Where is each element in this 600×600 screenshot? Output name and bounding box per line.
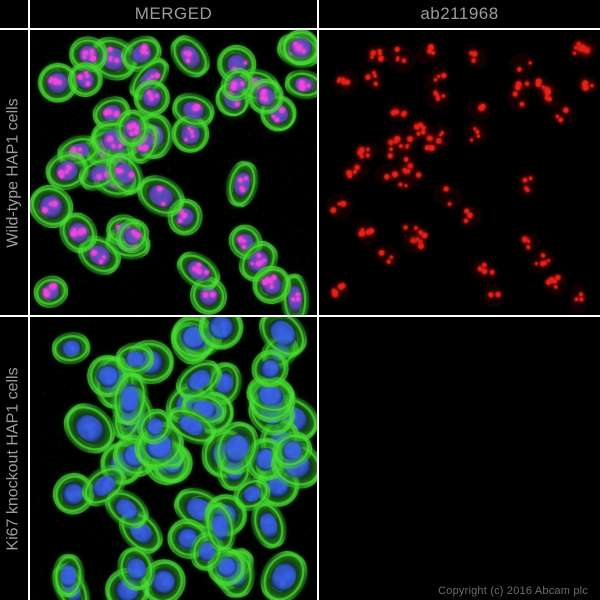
- panel-wild-type-merged: [30, 30, 317, 315]
- row-label-wild-type: Wild-type HAP1 cells: [0, 30, 28, 315]
- grid-line-vertical-left: [28, 0, 30, 600]
- ki67-knockout-merged-image: [30, 317, 317, 600]
- wild-type-ab211968-image: [319, 30, 600, 315]
- grid-line-horizontal-middle: [0, 315, 600, 317]
- column-header-merged: MERGED: [134, 4, 213, 23]
- row-label-ki67-knockout-text: Ki67 knockout HAP1 cells: [5, 366, 23, 551]
- panel-wild-type-ab211968: [319, 30, 600, 315]
- column-header-ab211968: ab211968: [420, 4, 499, 23]
- ki67-knockout-ab211968-image: [319, 317, 600, 600]
- row-label-ki67-knockout: Ki67 knockout HAP1 cells: [0, 317, 28, 600]
- row-label-wild-type-text: Wild-type HAP1 cells: [5, 97, 22, 248]
- panel-ki67-knockout-ab211968: Copyright (c) 2016 Abcam plc: [319, 317, 600, 600]
- copyright-notice: Copyright (c) 2016 Abcam plc: [438, 585, 588, 597]
- panel-ki67-knockout-merged: [30, 317, 317, 600]
- grid-line-horizontal-top: [0, 28, 600, 30]
- wild-type-merged-image: [30, 30, 317, 315]
- grid-line-vertical-middle: [317, 0, 319, 600]
